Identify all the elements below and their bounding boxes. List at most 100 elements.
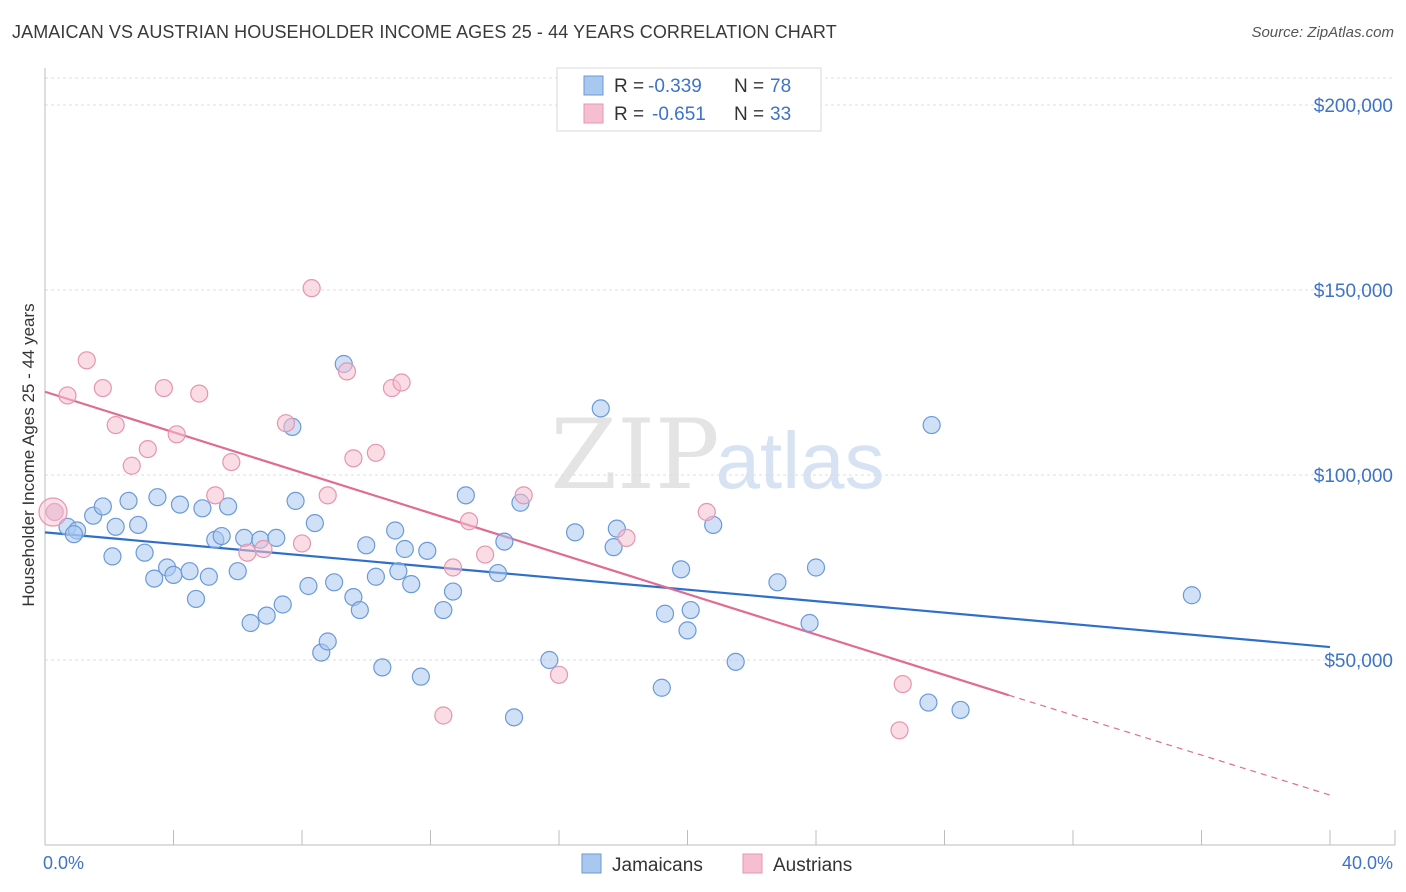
legend-r-label-1: R = [614,76,644,97]
trendline-austrians-extension [1008,694,1331,796]
point-austrians [337,362,357,381]
legend-n-value-2: 33 [770,104,791,125]
point-austrians [93,378,112,398]
point-jamaicans [395,539,414,559]
point-jamaicans [212,526,231,546]
point-jamaicans [604,538,623,557]
point-austrians [154,378,173,398]
point-austrians [138,440,157,459]
source-label: Source: ZipAtlas.com [1251,24,1394,41]
grid [44,77,1396,845]
point-jamaicans [386,521,405,540]
point-austrians [392,373,411,392]
point-jamaicans [418,541,437,560]
point-jamaicans [565,523,585,542]
point-jamaicans [93,497,112,516]
bottom-legend-austrians: Austrians [773,855,852,876]
bottom-legend: Jamaicans Austrians [581,853,852,876]
point-jamaicans [228,562,247,581]
data-points [38,279,1201,740]
point-jamaicans [305,513,324,533]
point-jamaicans [1182,586,1201,605]
point-austrians [254,539,273,559]
point-jamaicans [119,491,138,510]
point-jamaicans [443,582,463,601]
point-jamaicans [922,415,941,435]
point-jamaicans [64,525,84,544]
axes [44,68,1395,846]
point-austrians [890,721,909,740]
point-jamaicans [299,576,318,596]
point-jamaicans [678,621,697,640]
point-jamaicans [540,650,559,670]
point-jamaicans [193,499,212,518]
point-jamaicans [456,486,475,505]
point-jamaicans [434,600,453,620]
point-cluster [38,497,68,527]
point-jamaicans [806,558,826,577]
point-austrians [344,449,363,468]
point-jamaicans [129,515,148,535]
point-austrians [697,502,716,522]
bottom-legend-swatch-austrians [742,853,763,874]
point-jamaicans [402,575,421,594]
point-austrians [45,502,64,522]
point-jamaicans [366,567,385,586]
point-jamaicans [148,488,167,507]
legend-n-label-1: N = [734,76,764,97]
bottom-legend-jamaicans: Jamaicans [612,855,703,876]
point-austrians [222,452,241,472]
point-jamaicans [106,517,125,536]
point-austrians [434,706,453,725]
point-jamaicans [180,562,199,581]
point-austrians [167,425,186,444]
point-austrians [106,415,125,435]
point-austrians [318,486,337,505]
point-jamaicans [164,565,183,585]
point-jamaicans [186,589,206,609]
point-austrians [58,386,77,405]
point-jamaicans [219,497,238,516]
x-tick-label-min: 0.0% [43,853,84,873]
point-jamaicans [257,606,276,625]
point-austrians [122,456,141,475]
legend-n-value-1: 78 [770,76,791,97]
point-austrians [514,486,533,505]
point-austrians [206,486,225,505]
point-jamaicans [800,613,819,633]
point-jamaicans [652,678,671,697]
point-jamaicans [488,563,508,583]
watermark-atlas: atlas [716,416,885,505]
point-jamaicans [681,600,700,620]
point-jamaicans [671,560,691,579]
point-jamaicans [325,573,344,592]
point-jamaicans [350,600,369,620]
legend-n-label-2: N = [734,104,764,125]
point-jamaicans [504,708,524,727]
point-jamaicans [135,543,154,562]
point-jamaicans [273,595,292,614]
point-jamaicans [286,491,305,510]
watermark-zip: ZIP [550,399,719,511]
y-axis-label: Householder Income Ages 25 - 44 years [19,303,38,606]
point-austrians [77,351,96,370]
point-jamaicans [103,547,122,566]
point-austrians [190,384,209,403]
chart-title: JAMAICAN VS AUSTRIAN HOUSEHOLDER INCOME … [12,22,837,42]
x-tick-label-max: 40.0% [1342,853,1393,873]
tick-labels: $50,000 $100,000 $150,000 $200,000 0.0% 40.0% [43,96,1393,873]
point-austrians [276,414,296,433]
trendline-austrians [44,390,1010,697]
point-austrians [617,528,636,548]
point-jamaicans [389,562,408,581]
point-austrians [292,534,312,553]
point-jamaicans [318,632,337,651]
legend-r-value-1: -0.339 [648,76,702,97]
point-jamaicans [241,613,260,633]
y-tick-label: $200,000 [1314,96,1393,117]
point-jamaicans [357,536,376,555]
point-jamaicans [768,573,787,592]
point-jamaicans [919,693,938,712]
point-austrians [302,279,321,298]
